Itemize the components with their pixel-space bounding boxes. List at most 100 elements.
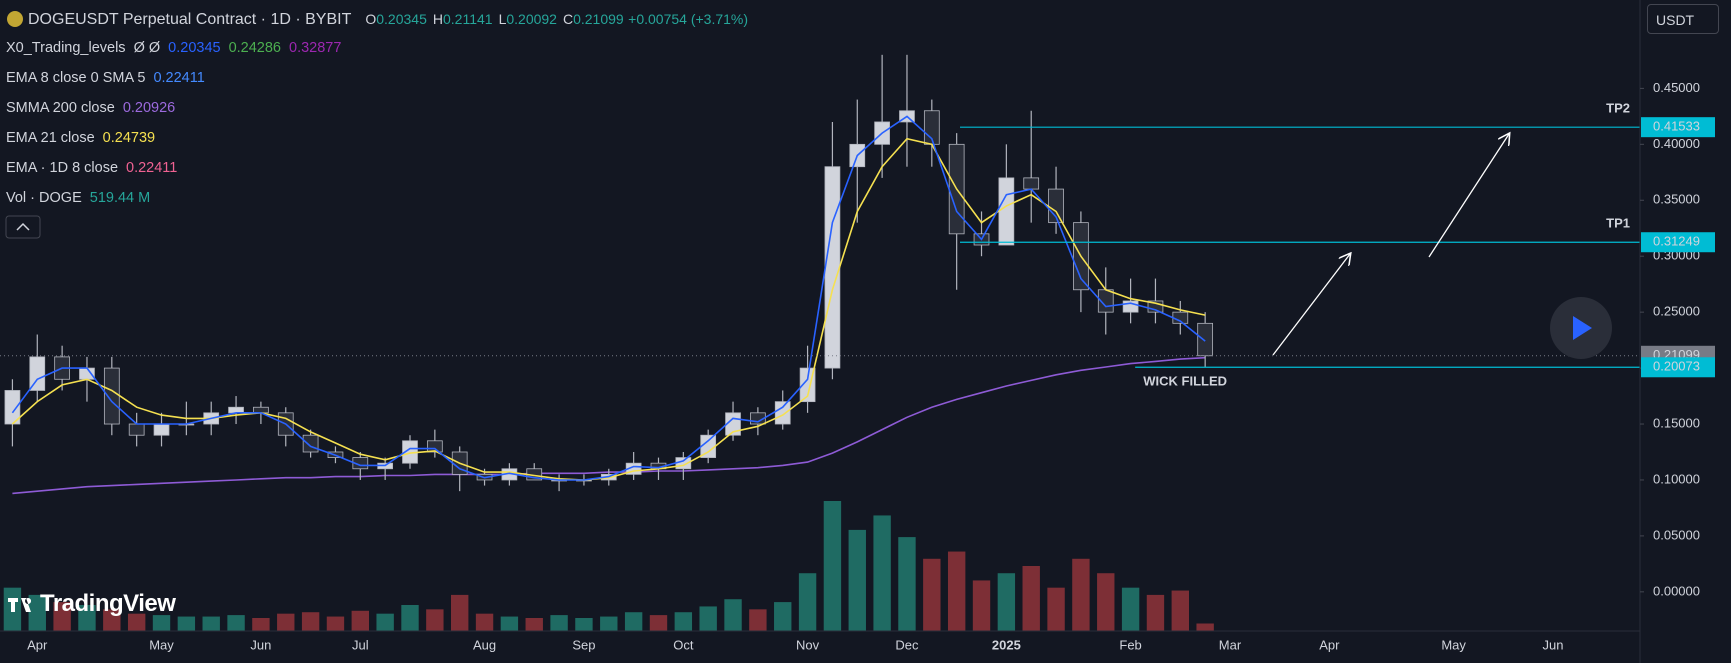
volume-bar [1121,587,1140,631]
x-tick-label: Jul [352,637,369,652]
arrow [1428,134,1509,258]
currency-button[interactable]: USDT [1647,4,1719,34]
volume-bar [1072,558,1090,631]
header: DOGEUSDT Perpetual Contract · 1D · BYBIT… [6,6,748,32]
level-label: 0.31249 [1653,234,1700,249]
y-tick-label: 0.35000 [1653,192,1700,207]
x-tick-label: Jun [1543,637,1564,652]
candle-body [79,367,95,380]
volume-bar [1171,590,1189,631]
volume-bar [53,602,71,631]
candle-body [750,412,766,425]
price-axis-bg [1640,0,1731,663]
y-tick-label: 0.05000 [1653,527,1700,542]
candle-body [302,434,319,453]
ohlc-key: L [498,11,507,27]
level-name: WICK FILLED [1143,374,1227,389]
volume-bar [749,609,767,631]
y-tick-label: 0.25000 [1653,304,1700,319]
candle-body [1023,177,1040,190]
x-tick-label: Oct [673,637,694,652]
y-tick-label: 0.00000 [1653,583,1700,598]
ohlc-value: 0.21141 [442,11,493,27]
indicator-value: 0.22411 [126,160,178,176]
x-tick-label: Sep [572,637,595,652]
volume-bar [724,599,742,631]
play-icon[interactable] [1573,316,1592,340]
ohlc-value: 0.20092 [506,11,557,27]
collapse-box[interactable] [5,215,41,239]
y-tick-label: 0.45000 [1653,80,1700,95]
indicator-name: Vol · DOGE [6,190,82,206]
collapse-icon[interactable] [16,222,30,231]
volume-bar [376,613,394,631]
volume-bar [1047,587,1065,631]
y-tick-label: 0.10000 [1653,471,1700,486]
volume-bar [550,615,568,631]
x-tick-label: Nov [796,637,820,652]
indicator-row: EMA 21 close 0.24739 [6,123,341,153]
volume-bar [451,594,469,631]
volume-bar [127,613,146,631]
symbol: DOGEUSDT Perpetual Contract · 1D · BYBIT [28,11,352,28]
play-button[interactable] [1550,297,1612,359]
indicator-name: EMA 8 close 0 SMA 5 [6,70,146,86]
y-tick-label: 0.40000 [1653,136,1700,151]
level-name: TP1 [1606,216,1630,231]
candle-body [1122,300,1139,313]
volume-bar [227,615,245,631]
indicator-value: 0.32877 [289,40,342,56]
volume-bar [699,606,717,631]
level-box [1641,357,1715,378]
change: +0.00754 (+3.71%) [628,11,749,27]
collapse-button[interactable] [5,215,41,239]
ohlc-key: C [562,11,574,27]
indicator-row: EMA · 1D 8 close 0.22411 [6,153,341,183]
candle-body [29,356,46,391]
volume-bar [401,605,419,631]
indicator-name: EMA 21 close [6,130,95,146]
candle-body [1197,322,1214,357]
volume-bar [848,529,866,631]
volume-bar [326,616,345,631]
indicator-value: 0.22411 [153,70,205,86]
arrow [1272,254,1350,356]
candle-body [153,423,170,436]
volume-bar [600,616,618,631]
volume-bar [301,612,320,631]
volume-bar [152,615,171,631]
volume-bar [500,616,519,631]
volume-bar [923,558,941,631]
candle-body [998,177,1015,246]
volume-bar [997,573,1016,631]
volume-bar [898,537,916,631]
volume-bar [1146,594,1165,631]
x-tick-label: Jun [250,637,271,652]
x-tick-label: 2025 [992,637,1021,652]
volume-bar [525,618,543,631]
volume-bar [475,613,494,631]
level-label: 0.20073 [1653,359,1700,374]
indicator-row: Vol · DOGE 519.44 M [6,183,341,213]
indicator-value: 0.20345 [168,40,221,56]
volume-bar [1196,623,1214,631]
x-tick-label: Mar [1219,637,1242,652]
candle-body [103,367,120,425]
indicator-params: Ø Ø [133,40,161,56]
ohlc-value: 0.21099 [573,11,624,27]
volume-bar [774,602,792,631]
level-label: 0.41533 [1653,119,1700,134]
indicator-name: X0_Trading_levels [6,40,126,56]
volume-bar [873,515,891,631]
volume-bar [575,618,593,631]
x-tick-label: May [1441,637,1466,652]
level-box [1641,117,1715,138]
volume-bar [947,551,966,631]
volume-bar [1097,573,1115,631]
indicator-name: EMA · 1D 8 close [6,160,119,176]
volume-bar [78,605,96,631]
indicator-value: 0.24286 [228,40,281,56]
volume-bar [624,612,643,631]
